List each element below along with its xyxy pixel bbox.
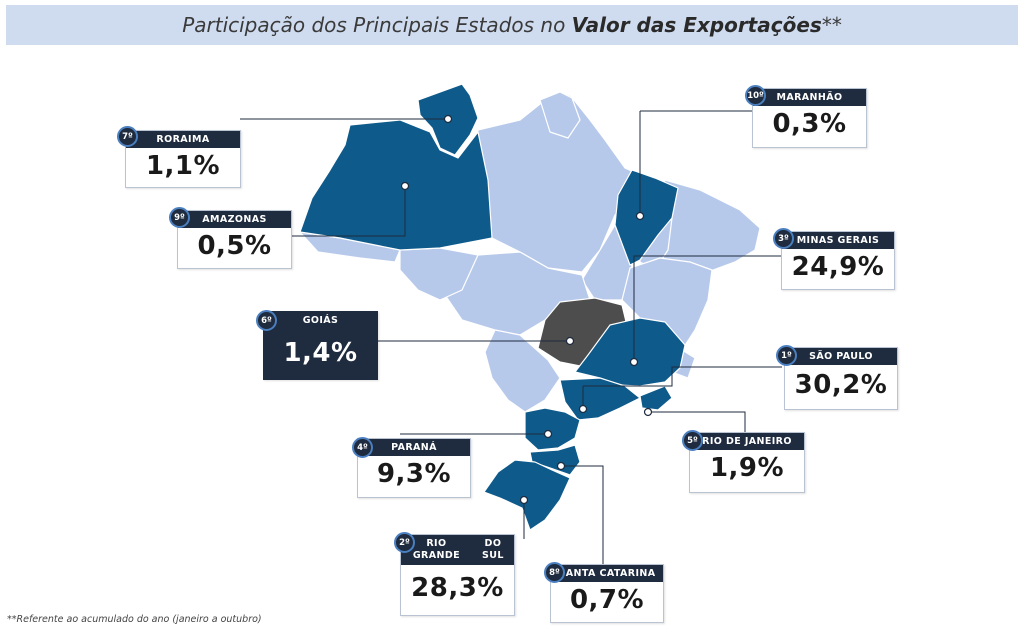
state-rio-grande-do-sul [483, 459, 571, 531]
rank-badge-roraima: 7º [117, 126, 138, 147]
state-maranhao [614, 169, 679, 266]
card-parana-name: PARANÁ [358, 439, 470, 456]
card-maranhao-value: 0,3% [772, 109, 847, 139]
chart-title: Participação dos Principais Estados no V… [6, 5, 1018, 45]
card-maranhao: MARANHÃO 0,3% [752, 88, 867, 148]
card-sao-paulo: SÃO PAULO 30,2% [784, 347, 898, 410]
card-rio-de-janeiro-value: 1,9% [709, 453, 785, 483]
card-rio-grande-do-sul-value: 28,3% [411, 573, 504, 603]
rank-badge-parana: 4º [352, 437, 373, 458]
rank-badge-rio-grande-do-sul: 2º [394, 532, 415, 553]
state-ms [484, 329, 561, 413]
card-minas-gerais: MINAS GERAIS 24,9% [781, 231, 895, 290]
marker-rio-de-janeiro [643, 407, 653, 417]
state-rio-de-janeiro [639, 385, 673, 411]
card-rio-grande-do-sul: RIO GRANDE DO SUL 28,3% [400, 534, 515, 616]
rank-badge-rio-de-janeiro: 5º [682, 430, 703, 451]
card-parana-value: 9,3% [376, 459, 452, 489]
card-roraima-value: 1,1% [145, 151, 221, 181]
card-rio-grande-do-sul-name-line1: RIO GRANDE [412, 538, 461, 561]
rank-badge-minas-gerais: 3º [773, 228, 794, 249]
marker-amazonas [400, 181, 410, 191]
state-parana [524, 407, 581, 451]
card-goias: GOIÁS 1,4% [263, 311, 378, 380]
card-roraima-name: RORAIMA [126, 131, 240, 148]
title-suffix: ** [821, 13, 842, 37]
marker-parana [543, 429, 553, 439]
marker-roraima [443, 114, 453, 124]
card-sao-paulo-value: 30,2% [794, 370, 888, 400]
footnote: **Referente ao acumulado do ano (janeiro… [7, 614, 262, 625]
card-santa-catarina-value: 0,7% [569, 585, 645, 615]
rank-badge-sao-paulo: 1º [776, 345, 797, 366]
rank-badge-santa-catarina: 8º [544, 562, 565, 583]
card-amazonas-value: 0,5% [197, 231, 272, 261]
card-rio-de-janeiro-name: RIO DE JANEIRO [690, 433, 804, 450]
marker-santa-catarina [556, 461, 566, 471]
state-amazonas [299, 119, 493, 251]
marker-maranhao [635, 211, 645, 221]
card-sao-paulo-name: SÃO PAULO [785, 348, 897, 365]
card-amazonas: AMAZONAS 0,5% [177, 210, 292, 269]
card-minas-gerais-name: MINAS GERAIS [782, 232, 894, 249]
card-santa-catarina-name: SANTA CATARINA [551, 565, 663, 582]
marker-goias [565, 336, 575, 346]
card-minas-gerais-value: 24,9% [791, 252, 885, 282]
rank-badge-amazonas: 9º [169, 207, 190, 228]
marker-rio-grande-do-sul [519, 495, 529, 505]
card-rio-de-janeiro: RIO DE JANEIRO 1,9% [689, 432, 805, 493]
card-goias-value: 1,4% [283, 338, 358, 368]
title-emphasis: Valor das Exportações [571, 13, 822, 37]
card-parana: PARANÁ 9,3% [357, 438, 471, 498]
rank-badge-maranhao: 10º [745, 85, 766, 106]
marker-minas-gerais [629, 357, 639, 367]
title-prefix: Participação dos Principais Estados no [182, 13, 566, 37]
card-maranhao-name: MARANHÃO [753, 89, 866, 106]
card-amazonas-name: AMAZONAS [178, 211, 291, 228]
card-roraima: RORAIMA 1,1% [125, 130, 241, 188]
rank-badge-goias: 6º [256, 310, 277, 331]
card-santa-catarina: SANTA CATARINA 0,7% [550, 564, 664, 623]
card-goias-name: GOIÁS [264, 312, 377, 329]
state-amapa [539, 91, 581, 139]
card-rio-grande-do-sul-name-line2: DO SUL [482, 538, 504, 561]
marker-sao-paulo [578, 404, 588, 414]
state-minas-gerais [574, 317, 686, 387]
state-rondonia [399, 247, 479, 301]
card-rio-grande-do-sul-name: RIO GRANDE DO SUL [401, 535, 514, 565]
